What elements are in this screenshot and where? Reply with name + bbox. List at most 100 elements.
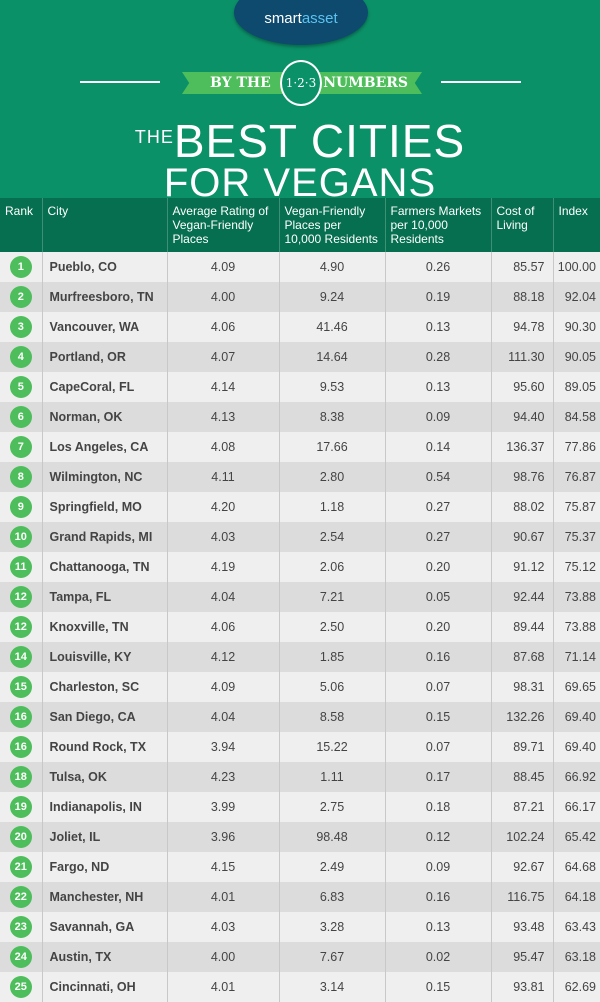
cell-rank: 23 bbox=[0, 912, 42, 942]
cell-index: 75.87 bbox=[552, 492, 600, 522]
table-header-row: Rank City Average Rating of Vegan-Friendly… bbox=[0, 198, 600, 252]
cell-index: 62.69 bbox=[552, 972, 600, 1002]
cell-index: 64.68 bbox=[552, 852, 600, 882]
cell-vegan-places: 8.58 bbox=[278, 702, 385, 732]
cell-avg-rating: 4.01 bbox=[166, 882, 279, 912]
table-row: 25 Cincinnati, OH 4.01 3.14 0.15 93.81 62.69 bbox=[0, 972, 600, 1002]
cell-index: 73.88 bbox=[552, 582, 600, 612]
cell-cost-of-living: 93.48 bbox=[490, 912, 553, 942]
smartasset-logo: smartasset bbox=[234, 0, 368, 45]
cell-rank: 1 bbox=[0, 252, 42, 282]
cell-rank: 19 bbox=[0, 792, 42, 822]
cell-farmers-markets: 0.15 bbox=[384, 702, 491, 732]
table-row: 18 Tulsa, OK 4.23 1.11 0.17 88.45 66.92 bbox=[0, 762, 600, 792]
cell-avg-rating: 4.11 bbox=[166, 462, 279, 492]
cell-avg-rating: 3.99 bbox=[166, 792, 279, 822]
cell-farmers-markets: 0.09 bbox=[384, 852, 491, 882]
cell-index: 90.05 bbox=[552, 342, 600, 372]
cell-vegan-places: 9.24 bbox=[278, 282, 385, 312]
cell-rank: 24 bbox=[0, 942, 42, 972]
cell-vegan-places: 1.11 bbox=[278, 762, 385, 792]
cell-index: 73.88 bbox=[552, 612, 600, 642]
cell-rank: 21 bbox=[0, 852, 42, 882]
cell-index: 89.05 bbox=[552, 372, 600, 402]
cell-city: Murfreesboro, TN bbox=[41, 282, 167, 312]
cell-farmers-markets: 0.18 bbox=[384, 792, 491, 822]
cell-avg-rating: 4.14 bbox=[166, 372, 279, 402]
cell-city: Springfield, MO bbox=[41, 492, 167, 522]
table-row: 22 Manchester, NH 4.01 6.83 0.16 116.75 64.18 bbox=[0, 882, 600, 912]
cell-index: 90.30 bbox=[552, 312, 600, 342]
table-row: 5 CapeCoral, FL 4.14 9.53 0.13 95.60 89.05 bbox=[0, 372, 600, 402]
cell-avg-rating: 4.23 bbox=[166, 762, 279, 792]
cell-vegan-places: 17.66 bbox=[278, 432, 385, 462]
cell-rank: 7 bbox=[0, 432, 42, 462]
page-title: THEBEST CITIES FOR VEGANS bbox=[0, 115, 600, 203]
column-header-vegan-places: Vegan-Friendly Places per 10,000 Residen… bbox=[278, 198, 385, 252]
cell-rank: 10 bbox=[0, 522, 42, 552]
cell-rank: 11 bbox=[0, 552, 42, 582]
column-header-farmers-markets: Farmers Markets per 10,000 Residents bbox=[384, 198, 491, 252]
rank-badge: 22 bbox=[9, 886, 32, 908]
column-header-cost-of-living: Cost of Living bbox=[490, 198, 553, 252]
cell-farmers-markets: 0.09 bbox=[384, 402, 491, 432]
cell-rank: 12 bbox=[0, 582, 42, 612]
cell-vegan-places: 2.54 bbox=[278, 522, 385, 552]
cell-index: 63.43 bbox=[552, 912, 600, 942]
cell-city: Fargo, ND bbox=[41, 852, 167, 882]
cell-index: 100.00 bbox=[552, 252, 600, 282]
table-row: 4 Portland, OR 4.07 14.64 0.28 111.30 90.05 bbox=[0, 342, 600, 372]
table-row: 12 Knoxville, TN 4.06 2.50 0.20 89.44 73.88 bbox=[0, 612, 600, 642]
cell-farmers-markets: 0.27 bbox=[384, 522, 491, 552]
cell-avg-rating: 4.12 bbox=[166, 642, 279, 672]
table-row: 11 Chattanooga, TN 4.19 2.06 0.20 91.12 75.12 bbox=[0, 552, 600, 582]
cell-cost-of-living: 89.71 bbox=[490, 732, 553, 762]
title-the: THE bbox=[134, 127, 174, 147]
rank-badge: 11 bbox=[9, 556, 32, 578]
cell-cost-of-living: 94.78 bbox=[490, 312, 553, 342]
cell-index: 71.14 bbox=[552, 642, 600, 672]
rank-badge: 12 bbox=[9, 586, 32, 608]
cell-rank: 16 bbox=[0, 732, 42, 762]
cell-cost-of-living: 111.30 bbox=[490, 342, 553, 372]
cell-farmers-markets: 0.27 bbox=[384, 492, 491, 522]
cell-index: 75.37 bbox=[552, 522, 600, 552]
cell-rank: 5 bbox=[0, 372, 42, 402]
table-row: 6 Norman, OK 4.13 8.38 0.09 94.40 84.58 bbox=[0, 402, 600, 432]
cell-index: 66.17 bbox=[552, 792, 600, 822]
cell-vegan-places: 15.22 bbox=[278, 732, 385, 762]
cell-cost-of-living: 91.12 bbox=[490, 552, 553, 582]
table-row: 15 Charleston, SC 4.09 5.06 0.07 98.31 69.65 bbox=[0, 672, 600, 702]
rank-badge: 12 bbox=[9, 616, 32, 638]
table-row: 7 Los Angeles, CA 4.08 17.66 0.14 136.37 77.86 bbox=[0, 432, 600, 462]
cell-vegan-places: 2.49 bbox=[278, 852, 385, 882]
cell-city: Pueblo, CO bbox=[41, 252, 167, 282]
table-row: 24 Austin, TX 4.00 7.67 0.02 95.47 63.18 bbox=[0, 942, 600, 972]
cell-city: Round Rock, TX bbox=[41, 732, 167, 762]
cell-city: Tulsa, OK bbox=[41, 762, 167, 792]
cell-vegan-places: 9.53 bbox=[278, 372, 385, 402]
cell-city: Cincinnati, OH bbox=[41, 972, 167, 1002]
rank-badge: 1 bbox=[9, 256, 32, 278]
title-line2: FOR VEGANS bbox=[163, 161, 437, 205]
hero-header: smartasset BY THE NUMBERS 1·2·3 THEBEST … bbox=[0, 0, 600, 203]
cell-vegan-places: 14.64 bbox=[278, 342, 385, 372]
table-row: 9 Springfield, MO 4.20 1.18 0.27 88.02 75.87 bbox=[0, 492, 600, 522]
cell-vegan-places: 2.50 bbox=[278, 612, 385, 642]
cell-farmers-markets: 0.26 bbox=[384, 252, 491, 282]
cell-rank: 18 bbox=[0, 762, 42, 792]
cell-cost-of-living: 98.31 bbox=[490, 672, 553, 702]
cell-avg-rating: 4.08 bbox=[166, 432, 279, 462]
cell-city: Savannah, GA bbox=[41, 912, 167, 942]
cell-rank: 25 bbox=[0, 972, 42, 1002]
cell-rank: 2 bbox=[0, 282, 42, 312]
cell-cost-of-living: 93.81 bbox=[490, 972, 553, 1002]
cell-avg-rating: 3.94 bbox=[166, 732, 279, 762]
cell-avg-rating: 4.19 bbox=[166, 552, 279, 582]
cell-vegan-places: 41.46 bbox=[278, 312, 385, 342]
cell-farmers-markets: 0.05 bbox=[384, 582, 491, 612]
cell-vegan-places: 3.14 bbox=[278, 972, 385, 1002]
cell-cost-of-living: 85.57 bbox=[490, 252, 553, 282]
table-row: 3 Vancouver, WA 4.06 41.46 0.13 94.78 90.30 bbox=[0, 312, 600, 342]
cell-rank: 22 bbox=[0, 882, 42, 912]
